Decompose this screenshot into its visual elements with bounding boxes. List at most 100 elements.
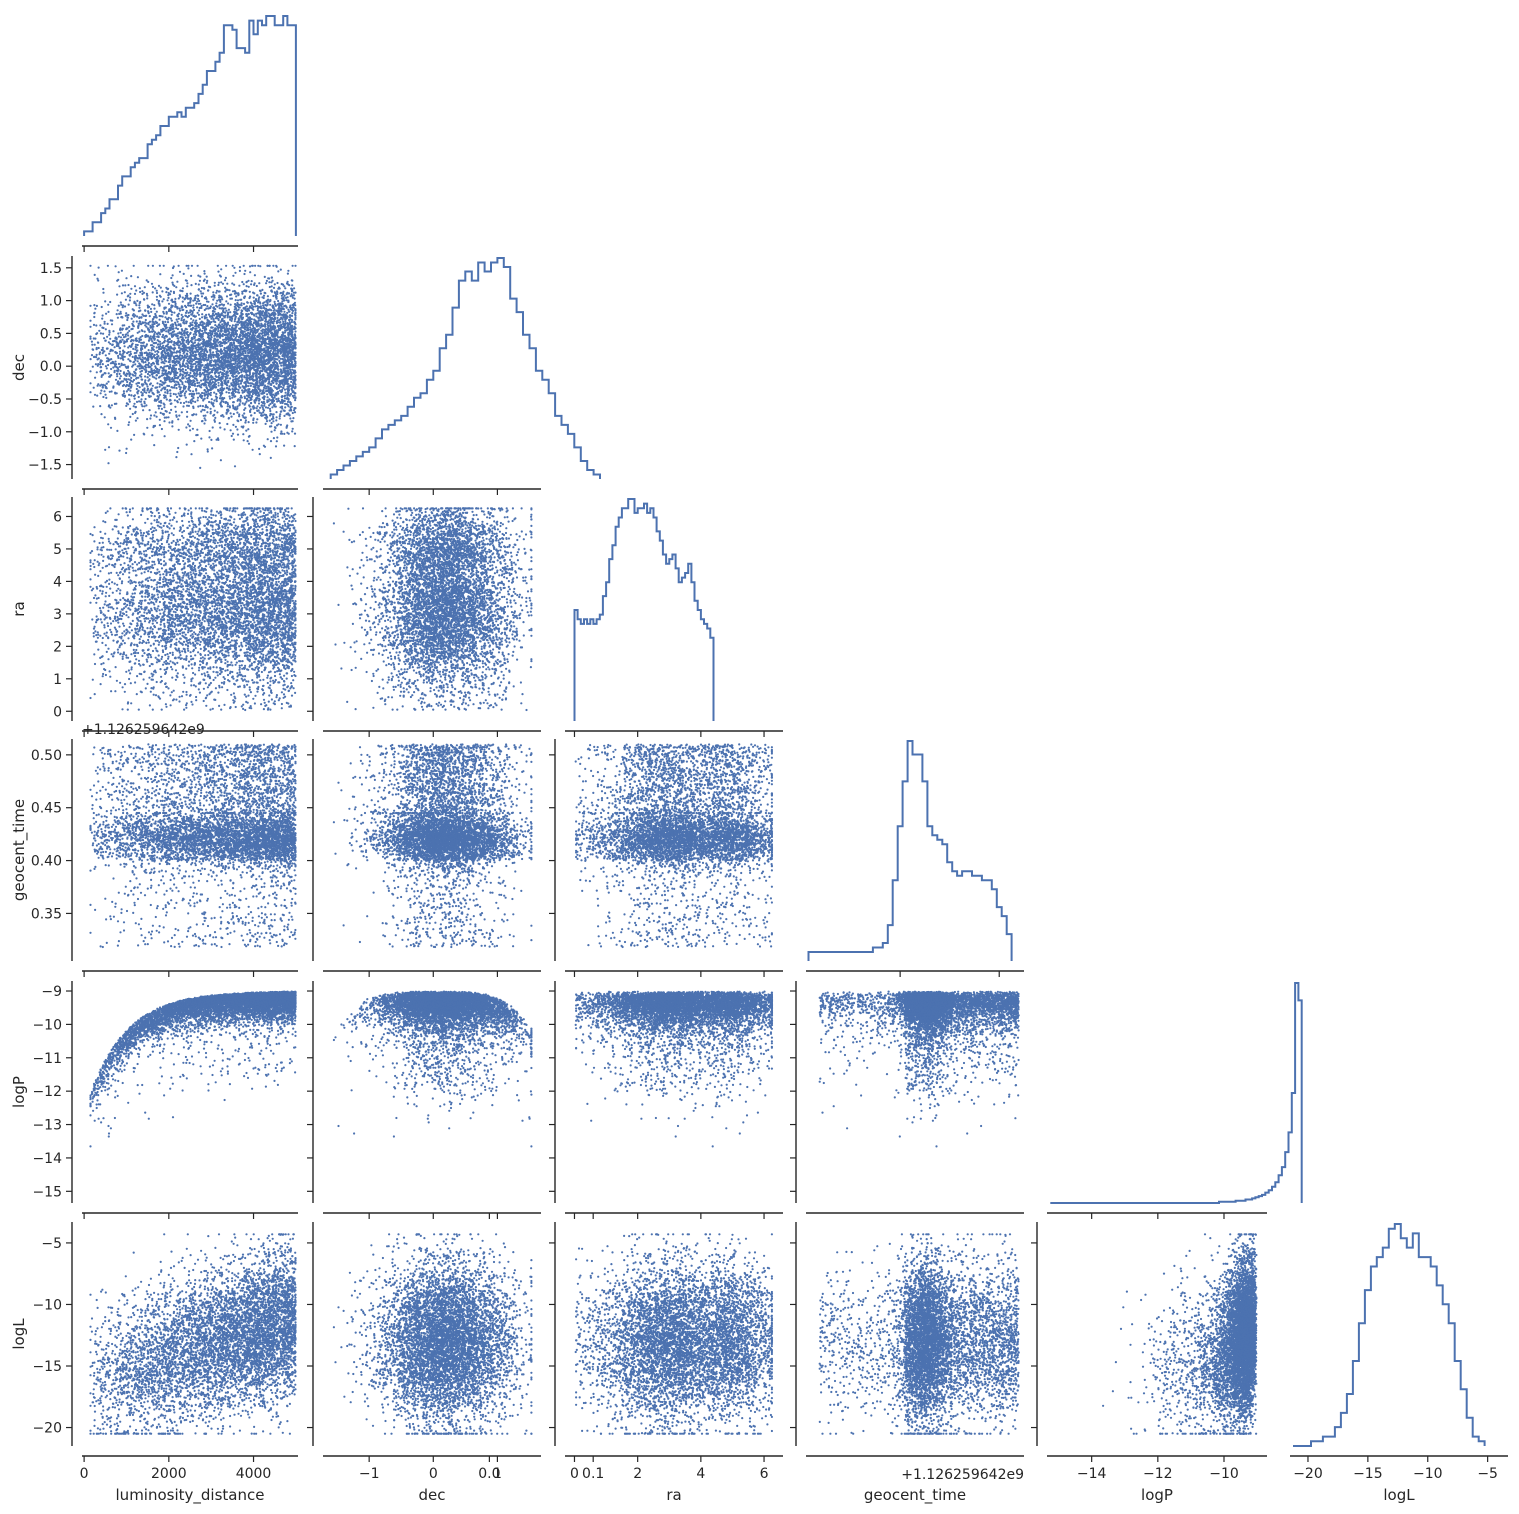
scatter-point (220, 268, 222, 270)
scatter-point (198, 300, 200, 302)
scatter-point (95, 363, 97, 365)
scatter-point (276, 290, 278, 292)
panel-luminosity_distance-vs-luminosity_distance (82, 16, 298, 252)
scatter-point (105, 313, 107, 315)
scatter-point (110, 368, 112, 370)
scatter-point (267, 407, 269, 409)
scatter-point (146, 295, 148, 297)
scatter-point (108, 334, 110, 336)
scatter-point (181, 411, 183, 413)
scatter-point (107, 381, 109, 383)
scatter-point (258, 448, 260, 450)
scatter-point (182, 301, 184, 303)
scatter-point (186, 378, 188, 380)
scatter-point (101, 318, 103, 320)
scatter-point (147, 310, 149, 312)
scatter-point (108, 446, 110, 448)
scatter-point (101, 306, 103, 308)
scatter-point (217, 284, 219, 286)
scatter-point (141, 293, 143, 295)
scatter-point (247, 428, 249, 430)
scatter-point (107, 311, 109, 313)
scatter-point (225, 391, 227, 393)
scatter-point (163, 406, 165, 408)
scatter-point (156, 290, 158, 292)
scatter-point (105, 365, 107, 367)
scatter-point (219, 422, 221, 424)
scatter-point (89, 326, 91, 328)
scatter-point (214, 417, 216, 419)
scatter-point (199, 405, 201, 407)
scatter-point (231, 282, 233, 284)
scatter-point (198, 392, 200, 394)
scatter-point (126, 390, 128, 392)
scatter-point (253, 297, 255, 299)
scatter-point (130, 439, 132, 441)
scatter-point (123, 390, 125, 392)
scatter-point (185, 369, 187, 371)
scatter-point (145, 326, 147, 328)
scatter-point (218, 282, 220, 284)
scatter-point (211, 447, 213, 449)
scatter-point (159, 273, 161, 275)
scatter-point (116, 313, 118, 315)
scatter-point (215, 292, 217, 294)
scatter-point (152, 291, 154, 293)
scatter-point (167, 294, 169, 296)
scatter-point (98, 330, 100, 332)
scatter-point (224, 307, 226, 309)
scatter-point (100, 370, 102, 372)
scatter-point (96, 305, 98, 307)
scatter-point (229, 325, 231, 327)
scatter-point (193, 379, 195, 381)
scatter-point (277, 398, 279, 400)
scatter-point (262, 304, 264, 306)
scatter-point (274, 429, 276, 431)
scatter-point (226, 423, 228, 425)
scatter-point (190, 284, 192, 286)
scatter-point (201, 392, 203, 394)
scatter-point (140, 398, 142, 400)
scatter-point (138, 304, 140, 306)
scatter-point (293, 287, 295, 289)
scatter-point (201, 316, 203, 318)
scatter-point (137, 385, 139, 387)
scatter-point (220, 459, 222, 461)
scatter-point (130, 377, 132, 379)
scatter-point (287, 273, 289, 275)
scatter-point (109, 301, 111, 303)
scatter-point (152, 286, 154, 288)
scatter-point (283, 311, 285, 313)
scatter-point (125, 277, 127, 279)
scatter-point (205, 314, 207, 316)
scatter-point (199, 276, 201, 278)
scatter-point (275, 411, 277, 413)
scatter-point (177, 447, 179, 449)
scatter-point (126, 448, 128, 450)
scatter-point (138, 307, 140, 309)
scatter-point (241, 380, 243, 382)
scatter-point (259, 453, 261, 455)
scatter-point (198, 340, 200, 342)
scatter-point (161, 375, 163, 377)
scatter-point (130, 394, 132, 396)
scatter-point (134, 285, 136, 287)
scatter-point (287, 309, 289, 311)
scatter-point (136, 300, 138, 302)
scatter-point (105, 354, 107, 356)
scatter-point (94, 274, 96, 276)
scatter-point (182, 368, 184, 370)
scatter-point (239, 266, 241, 268)
scatter-point (104, 300, 106, 302)
scatter-point (183, 352, 185, 354)
scatter-point (97, 341, 99, 343)
scatter-point (231, 435, 233, 437)
scatter-point (171, 314, 173, 316)
scatter-point (134, 394, 136, 396)
scatter-point (237, 309, 239, 311)
scatter-point (283, 445, 285, 447)
scatter-point (129, 375, 131, 377)
scatter-point (107, 462, 109, 464)
scatter-point (108, 372, 110, 374)
scatter-point (189, 425, 191, 427)
